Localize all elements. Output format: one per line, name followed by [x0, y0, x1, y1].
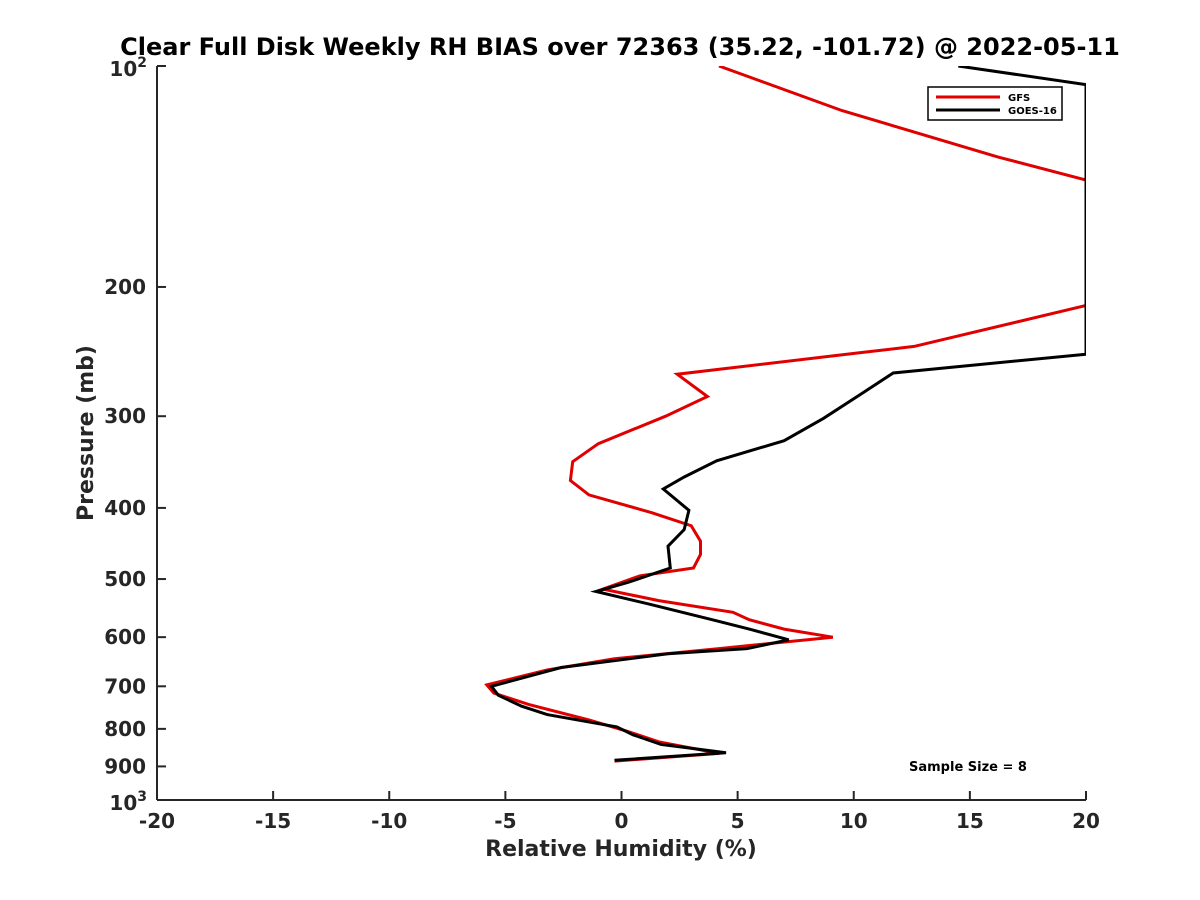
x-tick-label: 15: [956, 809, 984, 833]
series-line-gfs: [484, 66, 1086, 763]
series-line-goes-16: [488, 66, 1086, 762]
y-tick-label: 600: [104, 625, 146, 649]
chart-title: Clear Full Disk Weekly RH BIAS over 7236…: [120, 33, 1120, 61]
legend-label-gfs: GFS: [1008, 93, 1030, 104]
x-tick-label: -20: [139, 809, 175, 833]
x-tick-label: 20: [1072, 809, 1100, 833]
y-axis-label: Pressure (mb): [74, 345, 99, 521]
legend-label-goes-16: GOES-16: [1008, 106, 1057, 117]
y-tick-label: 200: [104, 275, 146, 299]
x-axis-label: Relative Humidity (%): [485, 837, 757, 862]
y-tick-label: 700: [104, 674, 146, 698]
y-tick-label: 800: [104, 717, 146, 741]
x-tick-label: -5: [494, 809, 516, 833]
sample-size-annotation: Sample Size = 8: [909, 760, 1027, 775]
x-tick-label: 5: [731, 809, 745, 833]
legend: GFS GOES-16: [927, 86, 1063, 121]
x-tick-label: 0: [615, 809, 629, 833]
y-tick-label: 300: [104, 404, 146, 428]
x-tick-label: 10: [840, 809, 868, 833]
legend-box: [927, 86, 1063, 121]
y-tick-label: 400: [104, 496, 146, 520]
plot-area: -20 -15 -10 -5 0 5 10 15 20102200300400500600700…: [104, 55, 1100, 833]
x-tick-label: -15: [255, 809, 291, 833]
y-tick-label: 900: [104, 754, 146, 778]
x-tick-label: -10: [371, 809, 407, 833]
y-tick-label: 500: [104, 567, 146, 591]
